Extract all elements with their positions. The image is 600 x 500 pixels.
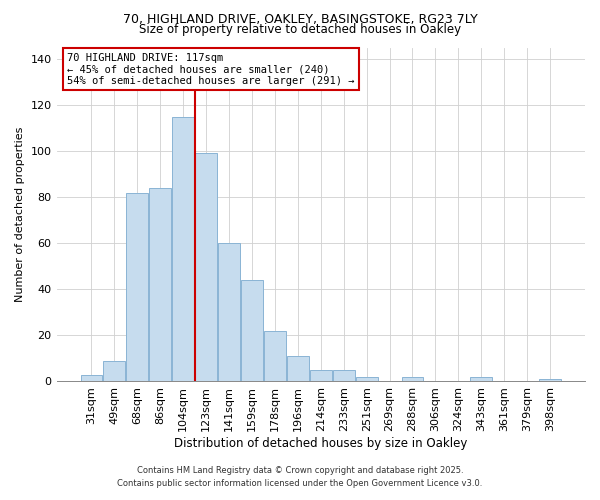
Bar: [356, 377, 377, 382]
X-axis label: Distribution of detached houses by size in Oakley: Distribution of detached houses by size …: [174, 437, 467, 450]
Y-axis label: Number of detached properties: Number of detached properties: [15, 127, 25, 302]
Bar: [127, 192, 148, 382]
Bar: [470, 377, 492, 382]
Bar: [333, 370, 355, 382]
Bar: [310, 370, 332, 382]
Bar: [172, 116, 194, 382]
Bar: [149, 188, 171, 382]
Bar: [241, 280, 263, 382]
Text: Contains HM Land Registry data © Crown copyright and database right 2025.
Contai: Contains HM Land Registry data © Crown c…: [118, 466, 482, 487]
Text: 70 HIGHLAND DRIVE: 117sqm
← 45% of detached houses are smaller (240)
54% of semi: 70 HIGHLAND DRIVE: 117sqm ← 45% of detac…: [67, 52, 355, 86]
Text: Size of property relative to detached houses in Oakley: Size of property relative to detached ho…: [139, 22, 461, 36]
Bar: [539, 379, 561, 382]
Bar: [401, 377, 424, 382]
Bar: [80, 374, 103, 382]
Bar: [103, 360, 125, 382]
Text: 70, HIGHLAND DRIVE, OAKLEY, BASINGSTOKE, RG23 7LY: 70, HIGHLAND DRIVE, OAKLEY, BASINGSTOKE,…: [122, 12, 478, 26]
Bar: [264, 331, 286, 382]
Bar: [195, 154, 217, 382]
Bar: [287, 356, 309, 382]
Bar: [218, 244, 240, 382]
